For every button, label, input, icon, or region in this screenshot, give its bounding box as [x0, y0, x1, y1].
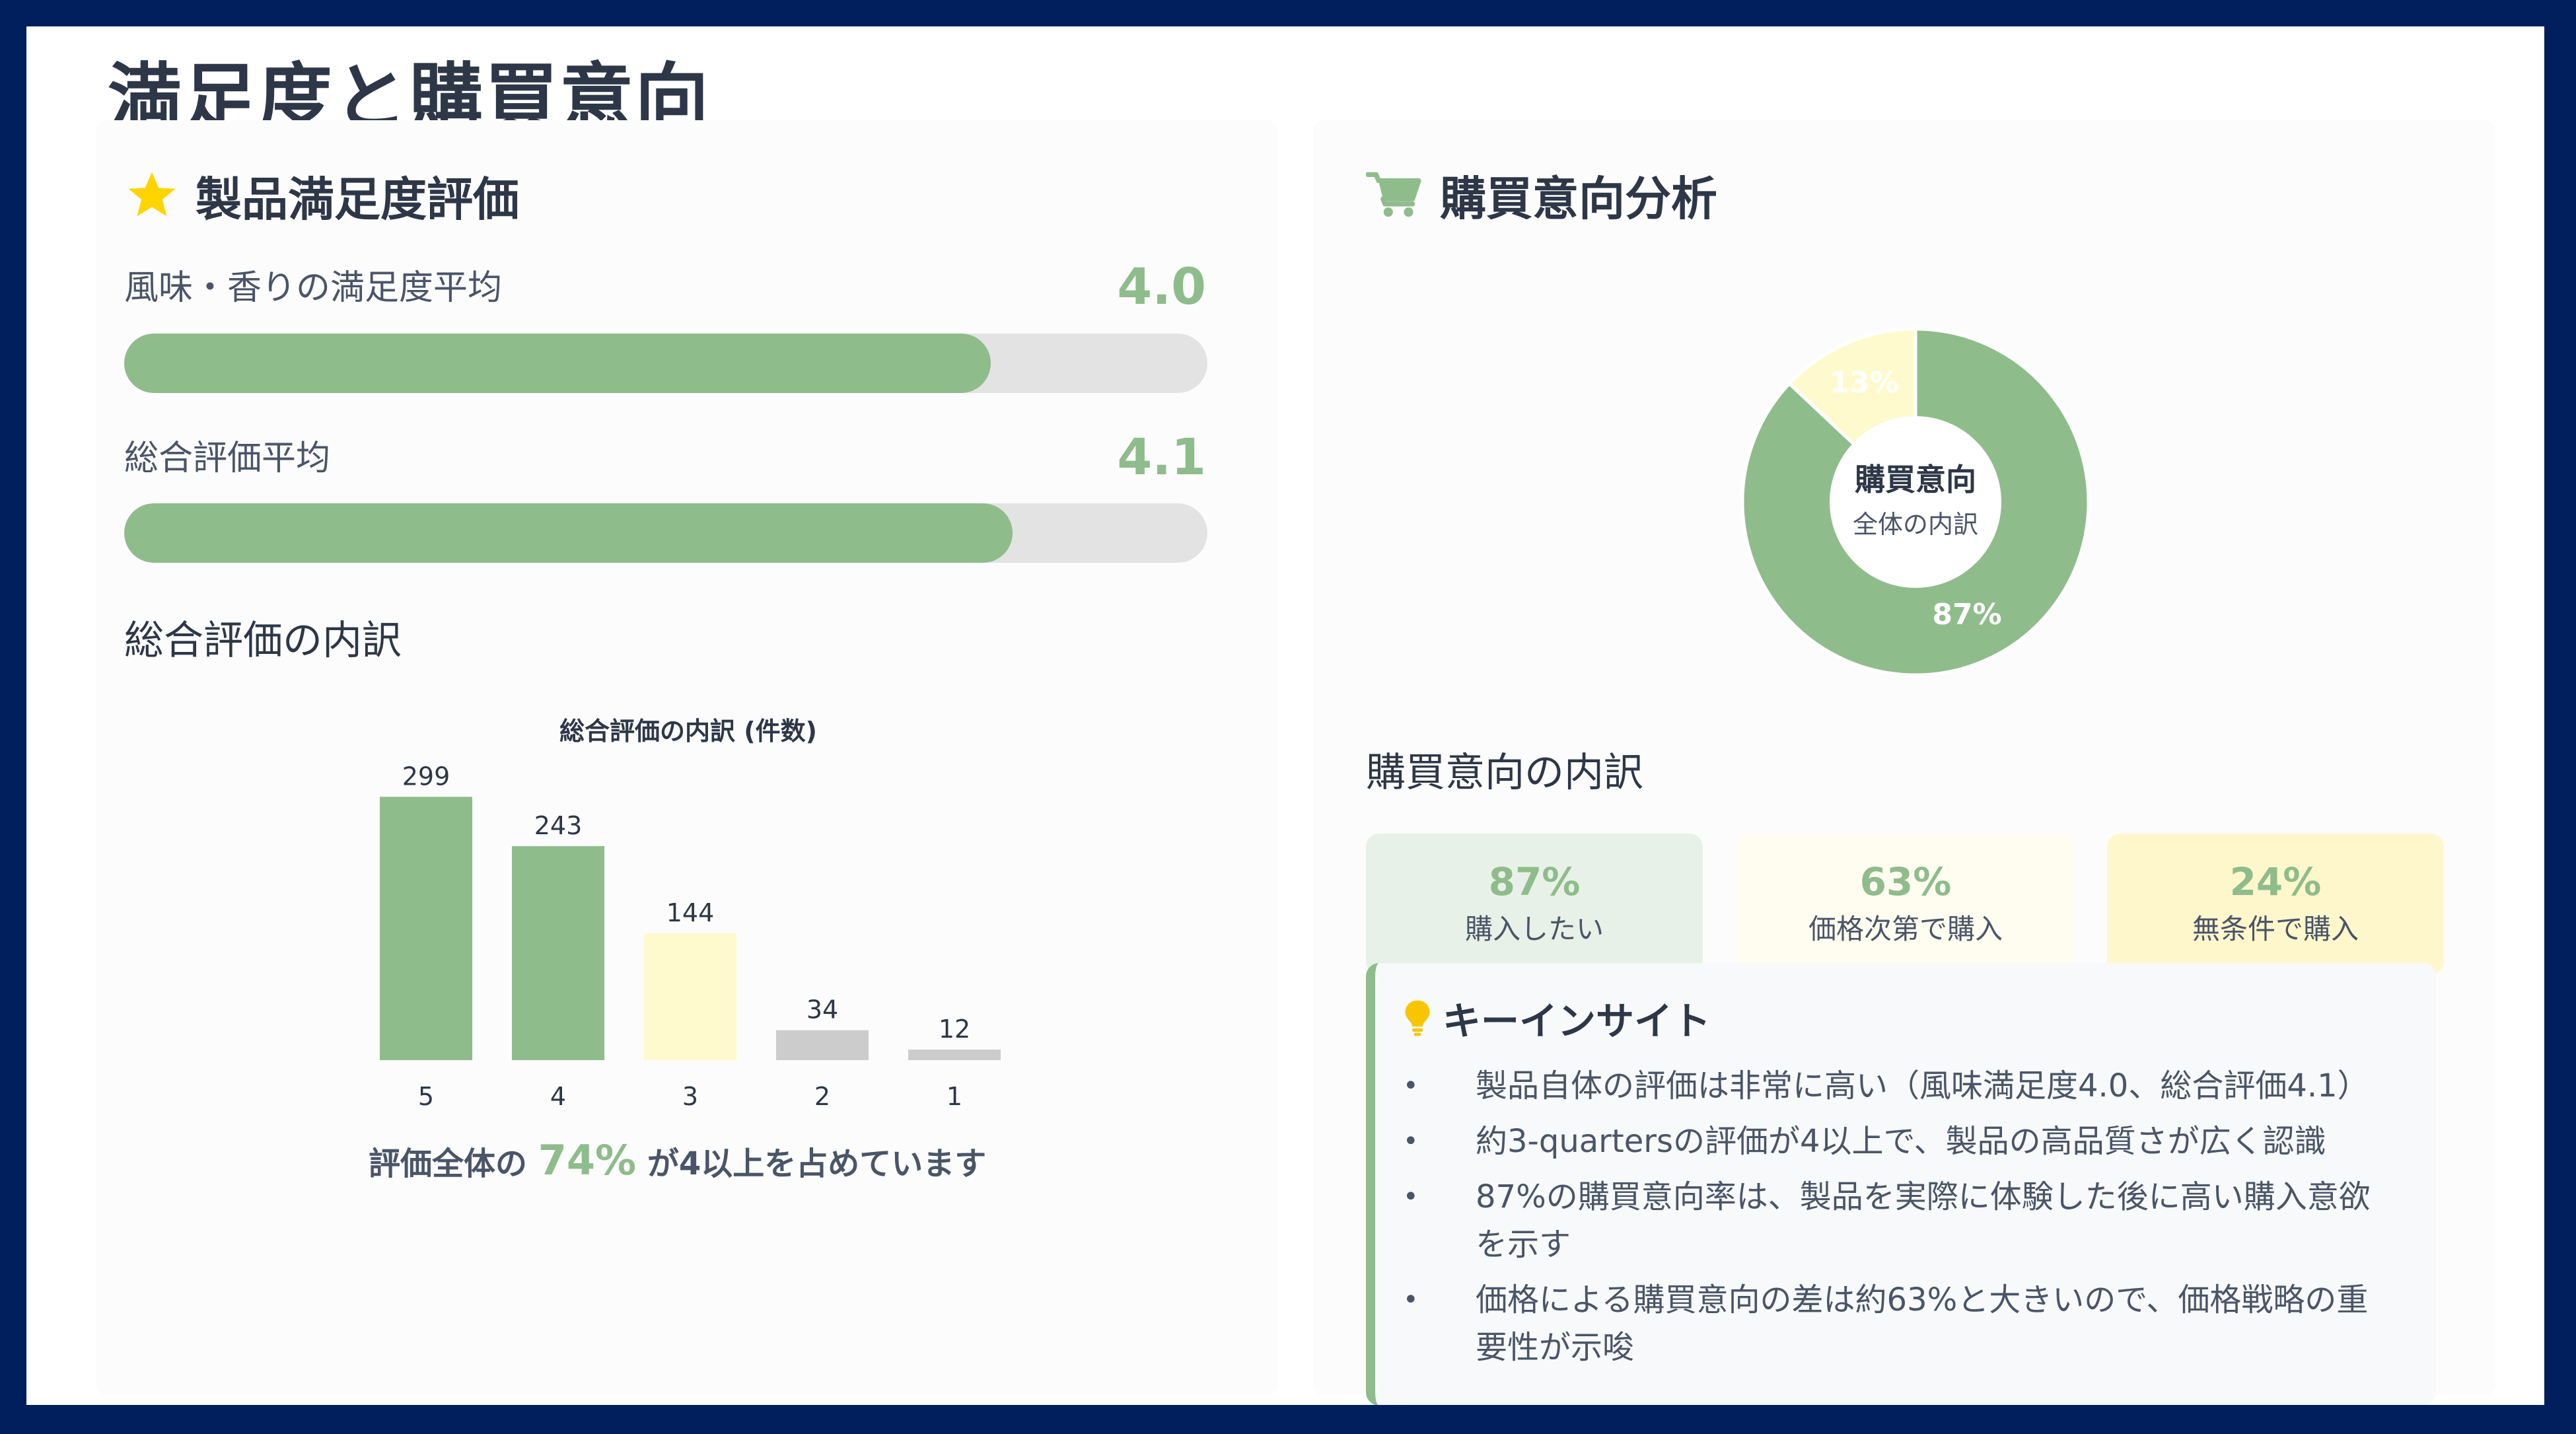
- flavor-progress-fill: [124, 334, 991, 393]
- insight-item: 価格による購買意向の差は約63%と大きいので、価格戦略の重要性が示唆: [1403, 1276, 2394, 1371]
- insight-item: 約3-quartersの評価が4以上で、製品の高品質さが広く認識: [1403, 1118, 2394, 1165]
- donut-slice: [1740, 327, 2091, 677]
- lightbulb-icon: [1403, 999, 1432, 1043]
- overall-metric-label: 総合評価平均: [124, 439, 331, 478]
- stat-card-pct: 87%: [1488, 859, 1581, 904]
- summary-highlight: 74%: [538, 1136, 637, 1184]
- satisfaction-title: 製品満足度評価: [196, 172, 519, 227]
- bar-value-label: 34: [806, 995, 838, 1024]
- donut-center-title: 購買意向: [1855, 462, 1976, 497]
- stat-card-label: 購入したい: [1464, 913, 1604, 945]
- stat-card-want-to-buy: 87% 購入したい: [1366, 834, 1703, 975]
- flavor-progress-track: [124, 334, 1207, 393]
- slide: 満足度と購買意向 製品満足度評価 風味・香りの満足度平均 4.0 総合評価平均 …: [26, 26, 2544, 1405]
- cart-icon: [1365, 170, 1423, 227]
- donut-slice-label: 87%: [1932, 598, 2001, 631]
- rating-bar-chart: 総合評価の内訳 (件数) 299 5 243 4 144 3 34 2 12 1: [380, 717, 1001, 1111]
- rating-summary: 評価全体の 74% が4以上を占めています: [369, 1136, 986, 1184]
- flavor-metric-label: 風味・香りの満足度平均: [124, 268, 503, 308]
- key-insight-label: キーインサイト: [1443, 998, 1711, 1044]
- stat-card-pct: 63%: [1859, 859, 1952, 904]
- x-tick-label: 4: [550, 1082, 566, 1111]
- chart-title: 総合評価の内訳 (件数): [559, 717, 817, 746]
- bar: [644, 933, 736, 1060]
- flavor-metric-value: 4.0: [1117, 257, 1206, 316]
- stat-card-pct: 24%: [2229, 859, 2322, 904]
- purchase-section-title: 購買意向分析: [1365, 170, 1717, 227]
- insight-item: 製品自体の評価は非常に高い（風味満足度4.0、総合評価4.1）: [1403, 1062, 2394, 1110]
- stat-card-unconditional: 24% 無条件で購入: [2107, 834, 2444, 975]
- satisfaction-card: [96, 120, 1278, 1395]
- bar-value-label: 243: [534, 811, 583, 840]
- rating-breakdown-title: 総合評価の内訳: [124, 618, 402, 664]
- x-tick-label: 2: [814, 1082, 830, 1111]
- donut-slice-label: 13%: [1829, 366, 1898, 400]
- donut-hole: [1830, 416, 2001, 588]
- bar: [380, 797, 472, 1060]
- bar: [776, 1030, 869, 1060]
- key-insight-list: 製品自体の評価は非常に高い（風味満足度4.0、総合評価4.1） 約3-quart…: [1403, 1062, 2394, 1379]
- bar-value-label: 12: [939, 1015, 970, 1044]
- key-insight-title: キーインサイト: [1403, 999, 1711, 1043]
- stat-card-price-dependent: 63% 価格次第で購入: [1737, 834, 2074, 975]
- overall-metric-value: 4.1: [1117, 427, 1206, 486]
- purchase-title: 購買意向分析: [1440, 171, 1717, 226]
- stat-card-label: 無条件で購入: [2192, 913, 2359, 945]
- purchase-donut-chart: 購買意向 全体の内訳 87% 13%: [1740, 327, 2091, 677]
- bar: [512, 846, 604, 1060]
- star-icon: [125, 170, 178, 228]
- satisfaction-section-title: 製品満足度評価: [125, 170, 519, 228]
- overall-progress-track: [124, 503, 1207, 563]
- x-tick-label: 3: [682, 1082, 698, 1111]
- summary-prefix: 評価全体の: [369, 1145, 528, 1182]
- donut-center-subtitle: 全体の内訳: [1853, 510, 1978, 539]
- bar: [908, 1050, 1001, 1060]
- summary-suffix: が4以上を占めています: [647, 1145, 987, 1182]
- insight-item: 87%の購買意向率は、製品を実際に体験した後に高い購入意欲を示す: [1403, 1173, 2394, 1268]
- x-tick-label: 5: [418, 1082, 434, 1111]
- key-insight-box: キーインサイト 製品自体の評価は非常に高い（風味満足度4.0、総合評価4.1） …: [1366, 963, 2436, 1405]
- x-tick-label: 1: [947, 1082, 962, 1111]
- bar-value-label: 299: [402, 762, 450, 791]
- stat-card-label: 価格次第で購入: [1808, 913, 2003, 945]
- overall-progress-fill: [124, 503, 1013, 563]
- purchase-breakdown-title: 購買意向の内訳: [1366, 750, 1643, 796]
- bar-value-label: 144: [666, 898, 715, 927]
